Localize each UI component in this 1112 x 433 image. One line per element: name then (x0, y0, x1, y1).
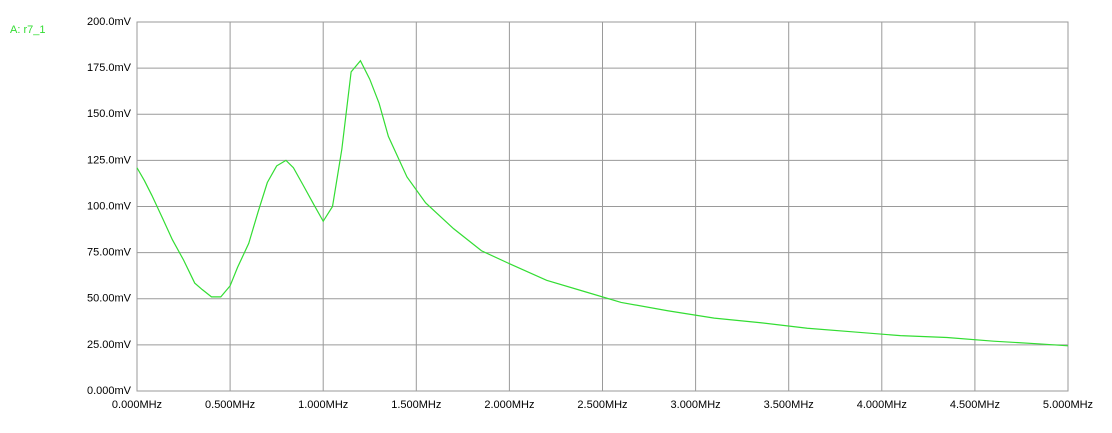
x-tick-label: 4.500MHz (950, 399, 1000, 411)
x-tick-label: 3.500MHz (764, 399, 814, 411)
x-tick-label: 2.000MHz (484, 399, 534, 411)
y-tick-label: 75.00mV (87, 247, 132, 259)
x-tick-label: 0.000MHz (112, 399, 162, 411)
x-tick-label: 4.000MHz (857, 399, 907, 411)
plot-frame (136, 21, 1069, 392)
x-tick-label: 2.500MHz (577, 399, 627, 411)
y-tick-label: 200.0mV (87, 16, 132, 28)
x-tick-label: 5.000MHz (1043, 399, 1093, 411)
x-tick-label: 0.500MHz (205, 399, 255, 411)
y-tick-label: 175.0mV (87, 62, 132, 74)
y-tick-label: 25.00mV (87, 339, 132, 351)
y-tick-label: 125.0mV (87, 154, 132, 166)
x-tick-label: 1.000MHz (298, 399, 348, 411)
y-tick-label: 150.0mV (87, 108, 132, 120)
y-tick-label: 0.000mV (87, 385, 132, 397)
series-line (136, 59, 1069, 347)
x-tick-label: 3.000MHz (671, 399, 721, 411)
y-tick-label: 50.00mV (87, 293, 132, 305)
y-tick-label: 100.0mV (87, 200, 132, 212)
x-tick-label: 1.500MHz (391, 399, 441, 411)
legend-label: A: r7_1 (10, 24, 45, 36)
